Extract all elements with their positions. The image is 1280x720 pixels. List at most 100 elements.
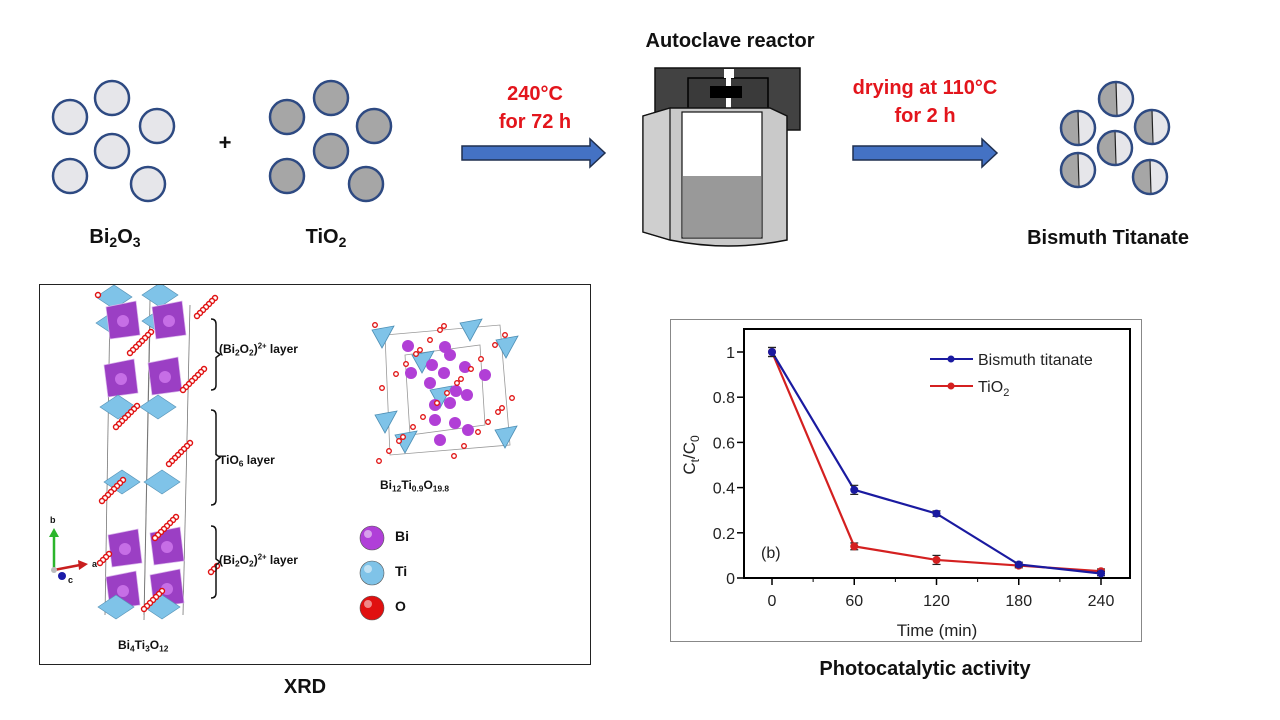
oxygen-atom (413, 351, 419, 357)
oxygen-atom (151, 534, 159, 542)
bi-atom (115, 373, 127, 385)
legend-bi-label: Bi (395, 528, 409, 544)
oxygen-atom (140, 605, 148, 613)
oxygen-atom (468, 366, 474, 372)
ti-tetrahedron (495, 335, 519, 359)
bi-atom (461, 389, 473, 401)
crystal-structures (49, 282, 519, 621)
oxygen-atom (444, 390, 450, 396)
bi-atom (444, 397, 456, 409)
axis-a-arrowhead (78, 560, 88, 570)
axis-b-label: b (50, 515, 56, 525)
bi-atom (459, 361, 471, 373)
oxygen-atom (400, 434, 406, 440)
formula-bi12ti09o198: Bi12Ti0.9O19.8 (380, 478, 450, 494)
product-label: Bismuth Titanate (1027, 227, 1189, 249)
oxygen-atom (461, 443, 467, 449)
ti-polyhedron (95, 284, 133, 310)
oxygen-atom (417, 347, 423, 353)
bi-atom (444, 349, 456, 361)
oxygen-atom (179, 386, 187, 394)
oxygen-atom (434, 400, 440, 406)
oxygen-atom (509, 395, 515, 401)
axis-c-label: c (68, 575, 74, 585)
bismuth-titanate-particle (1059, 109, 1097, 147)
legend-ti-sphere (359, 560, 385, 586)
ti-tetrahedron (459, 318, 483, 342)
chart-panel (670, 319, 1142, 642)
bi12tio20-cell (371, 318, 519, 464)
bi-atom (117, 315, 129, 327)
bi-atom (450, 385, 462, 397)
layer-label-bi2o2-top: (Bi2O2)2+ layer (219, 341, 298, 358)
ti-tetrahedron (494, 425, 518, 449)
oxygen-atom (420, 414, 426, 420)
bi-atom (434, 434, 446, 446)
bi-atom (161, 541, 173, 553)
layer-label-bi2o2-bottom: (Bi2O2)2+ layer (219, 552, 298, 569)
ti-polyhedron (141, 282, 179, 308)
bismuth-titanate-particle (1059, 151, 1097, 189)
ti-tetrahedron (374, 410, 398, 434)
axis-a-label: a (92, 559, 98, 569)
arrow-right-icon (461, 137, 607, 169)
bi-atom (424, 377, 436, 389)
bi-atom (159, 371, 171, 383)
oxygen-atom (451, 453, 457, 459)
oxygen-atom (441, 323, 447, 329)
unit-cell-edge (104, 304, 111, 616)
layer-bracket (210, 525, 222, 599)
layer-bracket (210, 318, 222, 391)
oxygen-atom (165, 460, 173, 468)
step2-conditions: drying at 110°C for 2 h (852, 77, 998, 127)
bi-atom (479, 369, 491, 381)
oxygen-atom (379, 385, 385, 391)
oxygen-atom (499, 405, 505, 411)
oxygen-atom (372, 322, 378, 328)
legend-o-label: O (395, 598, 406, 614)
oxygen-atom (386, 448, 392, 454)
plus-sign: + (218, 130, 232, 155)
oxygen-atom (376, 458, 382, 464)
arrow-right-icon (852, 137, 999, 169)
oxygen-atom (478, 356, 484, 362)
oxygen-atom (193, 312, 201, 320)
xrd-structure-panel (39, 282, 591, 665)
oxygen-atom (454, 380, 460, 386)
bi-atom (426, 359, 438, 371)
axis-a-arrow (53, 563, 81, 572)
oxygen-atom (112, 423, 120, 431)
reactor-title: Autoclave reactor (645, 30, 815, 52)
oxygen-atom (492, 342, 498, 348)
bi-atom (438, 367, 450, 379)
unit-cell-edge (143, 324, 151, 621)
ti-tetrahedron (371, 325, 395, 349)
oxygen-atom (437, 327, 443, 333)
bi2o3-particles (51, 79, 176, 203)
oxygen-atom (96, 559, 104, 567)
bismuth-titanate-particles (1059, 80, 1171, 196)
layer-label-tio6: TiO6 layer (219, 453, 275, 469)
legend-o-sphere (359, 595, 385, 621)
formula-bi4ti3o12: Bi4Ti3O12 (118, 638, 169, 654)
oxygen-atom (458, 376, 464, 382)
synthesis-scheme (51, 67, 1171, 247)
bi-atom (117, 585, 129, 597)
legend-bi-sphere (359, 525, 385, 551)
bi-atom (449, 417, 461, 429)
tio2-particles (268, 79, 393, 203)
oxygen-atom (396, 438, 402, 444)
axis-b-arrowhead (49, 528, 59, 537)
bismuth-titanate-particle (1096, 129, 1134, 167)
autoclave-icon (642, 67, 801, 247)
oxygen-atom (495, 409, 501, 415)
ti-polyhedron (143, 469, 181, 495)
oxygen-atom (502, 332, 508, 338)
layer-bracket (210, 409, 222, 506)
oxygen-atom (410, 424, 416, 430)
oxygen-atom (126, 349, 134, 357)
bi-atom (119, 543, 131, 555)
axis-c-marker (58, 572, 66, 580)
oxygen-atom (393, 371, 399, 377)
bi-atom (402, 340, 414, 352)
